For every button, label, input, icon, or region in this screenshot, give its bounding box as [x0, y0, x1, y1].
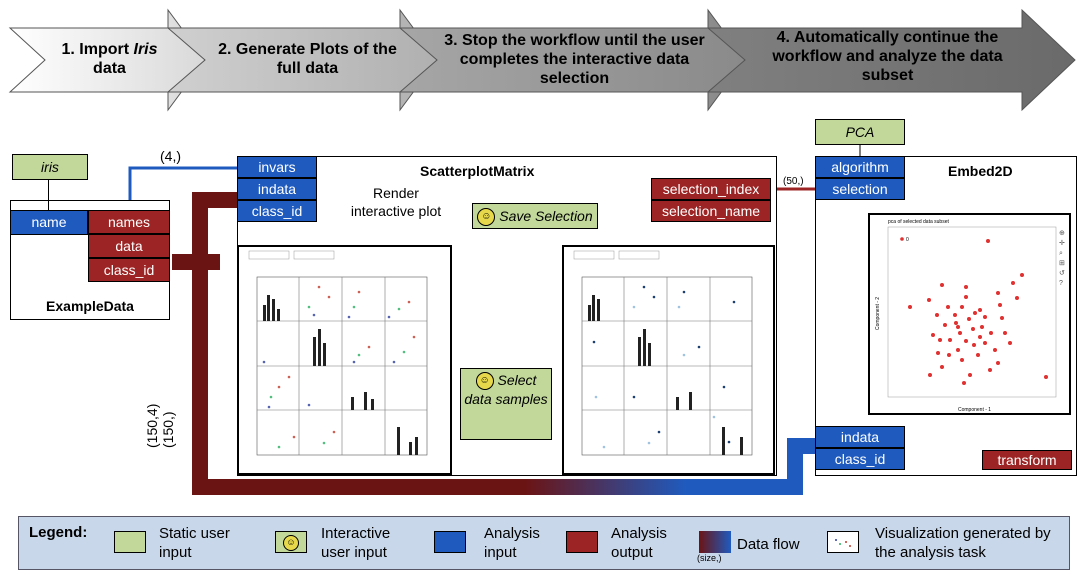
legend-interactive-label: Interactive user input: [321, 524, 411, 562]
iris-input[interactable]: iris: [12, 154, 88, 180]
invars-size-label: (4,): [160, 148, 181, 164]
indata-input-port[interactable]: indata: [237, 178, 317, 200]
data-output-port[interactable]: data: [88, 234, 170, 258]
name-input-port[interactable]: name: [10, 210, 88, 235]
embed2d-title: Embed2D: [948, 163, 1013, 179]
invars-input-port[interactable]: invars: [237, 156, 317, 178]
pca-plot-title: pca of selected data subset: [888, 219, 949, 225]
legend-static-label: Static user input: [159, 524, 259, 562]
legend-analysis-input-label: Analysis input: [484, 524, 554, 562]
legend-analysis-output-swatch: [566, 531, 598, 553]
scatter-matrix-full-plot[interactable]: [237, 245, 452, 475]
pca-scatter-graphic: pca of selected data subset 0 Component …: [870, 215, 1069, 413]
legend-interactive-swatch: ☺: [275, 531, 307, 553]
selection-name-output-port[interactable]: selection_name: [651, 200, 771, 222]
transform-output-port[interactable]: transform: [982, 450, 1072, 470]
legend-visualization-label: Visualization generated by the analysis …: [875, 524, 1065, 562]
data-size-label: (150,4) (150,): [144, 368, 176, 448]
algorithm-input-port[interactable]: algorithm: [815, 156, 905, 178]
class-id-output-port[interactable]: class_id: [88, 258, 170, 282]
smiley-icon: ☺: [476, 372, 494, 390]
select-data-samples-button[interactable]: ☺ Select data samples: [460, 368, 552, 440]
example-data-title: ExampleData: [10, 298, 170, 314]
class-id-input-port[interactable]: class_id: [815, 448, 905, 470]
pca-legend-marker: [900, 237, 904, 241]
legend: Legend: Static user input ☺ Interactive …: [18, 516, 1070, 570]
pca-xlabel: Component - 1: [958, 407, 991, 413]
smiley-icon: ☺: [477, 208, 495, 226]
pca-input[interactable]: PCA: [815, 119, 905, 145]
legend-analysis-output-label: Analysis output: [611, 524, 691, 562]
scatter-matrix-selection-plot[interactable]: [562, 245, 775, 475]
plot-toolbar[interactable]: ⊕ ✛ ⌕ ⊞ ↺?: [1059, 229, 1065, 289]
save-selection-button[interactable]: ☺ Save Selection: [472, 203, 598, 229]
scatterplot-matrix-title: ScatterplotMatrix: [420, 163, 534, 179]
pca-scatter-plot[interactable]: pca of selected data subset 0 Component …: [868, 213, 1071, 415]
class-id-input-port[interactable]: class_id: [237, 200, 317, 222]
names-output-port[interactable]: names: [88, 210, 170, 234]
smiley-icon: ☺: [283, 535, 299, 551]
legend-visualization-swatch: [827, 531, 859, 553]
indata-input-port[interactable]: indata: [815, 426, 905, 448]
mini-plot-icon: [828, 532, 858, 552]
selection-index-output-port[interactable]: selection_index: [651, 178, 771, 200]
scatter-matrix-full-graphic: [239, 247, 450, 473]
connector: [48, 180, 49, 210]
legend-analysis-input-swatch: [434, 531, 466, 553]
legend-data-flow-swatch: [699, 531, 731, 553]
legend-static-swatch: [114, 531, 146, 553]
pca-ylabel: Component - 2: [875, 297, 881, 330]
legend-data-flow-label: Data flow: [737, 535, 800, 554]
selection-input-port[interactable]: selection: [815, 178, 905, 200]
render-label: Render interactive plot: [346, 184, 446, 220]
pca-legend-label: 0: [906, 237, 909, 243]
legend-data-flow-size: (size,): [697, 553, 722, 563]
selection-size-label: (50,): [783, 176, 804, 187]
scatter-matrix-selection-graphic: [564, 247, 773, 473]
legend-title: Legend:: [29, 523, 87, 542]
